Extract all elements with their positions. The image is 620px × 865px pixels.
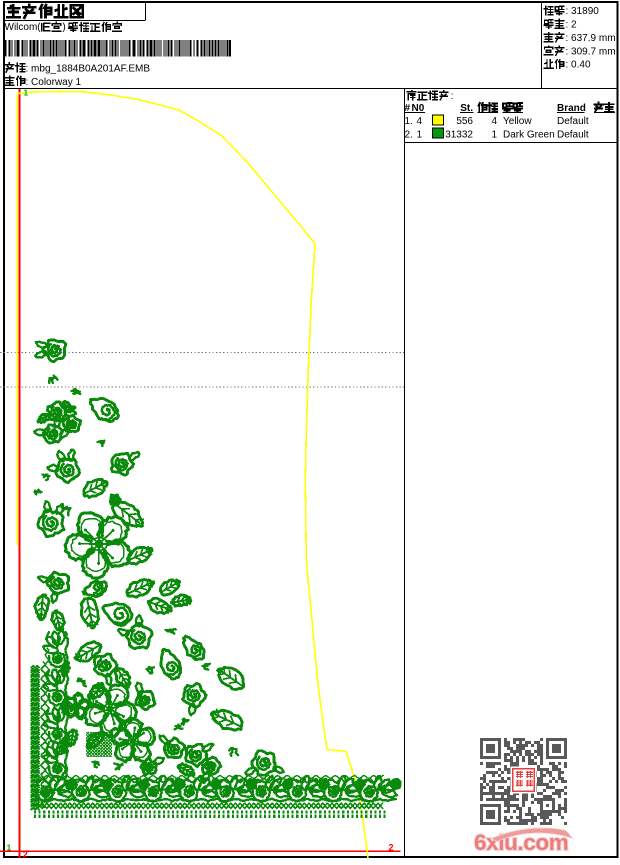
svg-text:Dark Green: Dark Green [503, 129, 555, 140]
svg-text:Yellow: Yellow [503, 116, 532, 127]
svg-text:Wilcom(: Wilcom( [5, 22, 42, 33]
svg-text:: 31890: : 31890 [566, 6, 600, 17]
svg-text:): ) [62, 22, 65, 33]
svg-text:31332: 31332 [445, 129, 473, 140]
svg-text:1: 1 [491, 129, 497, 140]
svg-text:Default: Default [557, 129, 589, 140]
svg-text::: : [451, 91, 454, 102]
svg-text:: Colorway 1: : Colorway 1 [26, 77, 82, 88]
svg-text:#: # [405, 103, 411, 114]
svg-text:: 309.7 mm: : 309.7 mm [566, 46, 616, 57]
svg-text:: 2: : 2 [566, 20, 578, 31]
svg-text:: 637.9 mm: : 637.9 mm [566, 33, 616, 44]
svg-text:2: 2 [23, 850, 28, 860]
svg-text:4: 4 [417, 116, 423, 127]
svg-text:: mbg_1884B0A201AF.EMB: : mbg_1884B0A201AF.EMB [26, 64, 151, 75]
svg-text:Brand: Brand [557, 103, 586, 114]
svg-text:556: 556 [456, 116, 473, 127]
svg-text:Default: Default [557, 116, 589, 127]
svg-text:1: 1 [24, 88, 29, 98]
svg-text:2.: 2. [405, 129, 413, 140]
svg-text:2: 2 [389, 843, 394, 853]
svg-text:1: 1 [417, 129, 423, 140]
svg-text:St.: St. [460, 103, 473, 114]
svg-text:4: 4 [491, 116, 497, 127]
svg-text:: 0.40: : 0.40 [566, 60, 591, 71]
svg-text:N0: N0 [412, 103, 425, 114]
svg-text:1.: 1. [405, 116, 413, 127]
svg-text:1: 1 [7, 843, 12, 853]
